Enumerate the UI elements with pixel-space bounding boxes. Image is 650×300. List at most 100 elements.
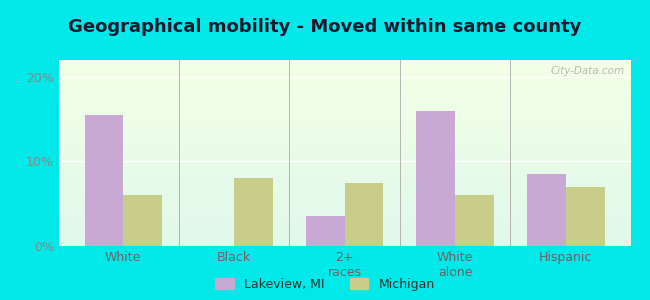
Bar bbox=[58, 168, 630, 170]
Bar bbox=[58, 157, 630, 159]
Bar bbox=[58, 192, 630, 194]
Bar bbox=[58, 233, 630, 235]
Bar bbox=[58, 209, 630, 211]
Bar bbox=[58, 75, 630, 77]
Bar bbox=[58, 216, 630, 218]
Bar bbox=[58, 140, 630, 142]
Bar bbox=[58, 118, 630, 119]
Bar bbox=[58, 103, 630, 105]
Bar bbox=[58, 238, 630, 240]
Bar bbox=[58, 207, 630, 209]
Bar bbox=[58, 95, 630, 97]
Bar bbox=[58, 222, 630, 224]
Bar bbox=[58, 177, 630, 179]
Bar bbox=[58, 112, 630, 114]
Bar bbox=[417, 111, 455, 246]
Bar bbox=[234, 178, 272, 246]
Bar bbox=[58, 142, 630, 144]
Text: City-Data.com: City-Data.com bbox=[551, 66, 625, 76]
Bar bbox=[58, 134, 630, 136]
Bar bbox=[58, 147, 630, 149]
Bar bbox=[58, 123, 630, 125]
Bar bbox=[58, 66, 630, 68]
Bar bbox=[58, 211, 630, 212]
Bar bbox=[58, 181, 630, 183]
Bar bbox=[58, 60, 630, 62]
Text: Geographical mobility - Moved within same county: Geographical mobility - Moved within sam… bbox=[68, 18, 582, 36]
Bar bbox=[58, 187, 630, 188]
Bar bbox=[58, 119, 630, 122]
Bar bbox=[58, 106, 630, 108]
Bar bbox=[58, 214, 630, 216]
Bar bbox=[58, 97, 630, 99]
Bar bbox=[58, 155, 630, 157]
Bar bbox=[58, 64, 630, 66]
Bar bbox=[58, 144, 630, 146]
Bar bbox=[58, 190, 630, 192]
Bar bbox=[58, 68, 630, 69]
Bar bbox=[58, 138, 630, 140]
Bar bbox=[58, 108, 630, 110]
Bar bbox=[58, 226, 630, 227]
Bar bbox=[58, 227, 630, 229]
Bar bbox=[58, 164, 630, 166]
Bar bbox=[306, 216, 345, 246]
Bar bbox=[58, 94, 630, 95]
Bar bbox=[58, 151, 630, 153]
Bar bbox=[58, 231, 630, 233]
Bar bbox=[58, 229, 630, 231]
Bar bbox=[58, 79, 630, 80]
Bar bbox=[58, 105, 630, 106]
Bar bbox=[58, 224, 630, 226]
Legend: Lakeview, MI, Michigan: Lakeview, MI, Michigan bbox=[215, 278, 435, 291]
Bar bbox=[58, 153, 630, 155]
Bar bbox=[58, 244, 630, 246]
Bar bbox=[58, 127, 630, 129]
Bar bbox=[58, 220, 630, 222]
Bar bbox=[58, 205, 630, 207]
Bar bbox=[58, 146, 630, 147]
Bar bbox=[58, 62, 630, 64]
Bar bbox=[124, 195, 162, 246]
Bar bbox=[527, 174, 566, 246]
Bar bbox=[566, 187, 604, 246]
Bar bbox=[58, 172, 630, 173]
Bar bbox=[58, 166, 630, 168]
Bar bbox=[58, 196, 630, 198]
Bar bbox=[58, 125, 630, 127]
Bar bbox=[58, 122, 630, 123]
Bar bbox=[58, 175, 630, 177]
Bar bbox=[58, 99, 630, 101]
Bar bbox=[58, 212, 630, 214]
Bar bbox=[58, 203, 630, 205]
Bar bbox=[58, 77, 630, 79]
Bar bbox=[58, 88, 630, 90]
Bar bbox=[58, 92, 630, 94]
Bar bbox=[58, 101, 630, 103]
Bar bbox=[58, 90, 630, 92]
Bar bbox=[58, 160, 630, 162]
Bar bbox=[58, 82, 630, 84]
Bar bbox=[455, 195, 494, 246]
Bar bbox=[58, 80, 630, 82]
Bar bbox=[58, 162, 630, 164]
Bar bbox=[58, 110, 630, 112]
Bar bbox=[58, 136, 630, 138]
Bar bbox=[58, 116, 630, 118]
Bar bbox=[84, 115, 124, 246]
Bar bbox=[58, 218, 630, 220]
Bar bbox=[58, 129, 630, 131]
Bar bbox=[58, 131, 630, 133]
Bar bbox=[58, 69, 630, 71]
Bar bbox=[58, 188, 630, 190]
Bar bbox=[58, 71, 630, 73]
Bar bbox=[58, 170, 630, 172]
Bar bbox=[58, 235, 630, 237]
Bar bbox=[58, 198, 630, 200]
Bar bbox=[58, 242, 630, 244]
Bar bbox=[58, 159, 630, 161]
Bar bbox=[58, 84, 630, 86]
Bar bbox=[344, 183, 383, 246]
Bar bbox=[58, 149, 630, 151]
Bar bbox=[58, 201, 630, 203]
